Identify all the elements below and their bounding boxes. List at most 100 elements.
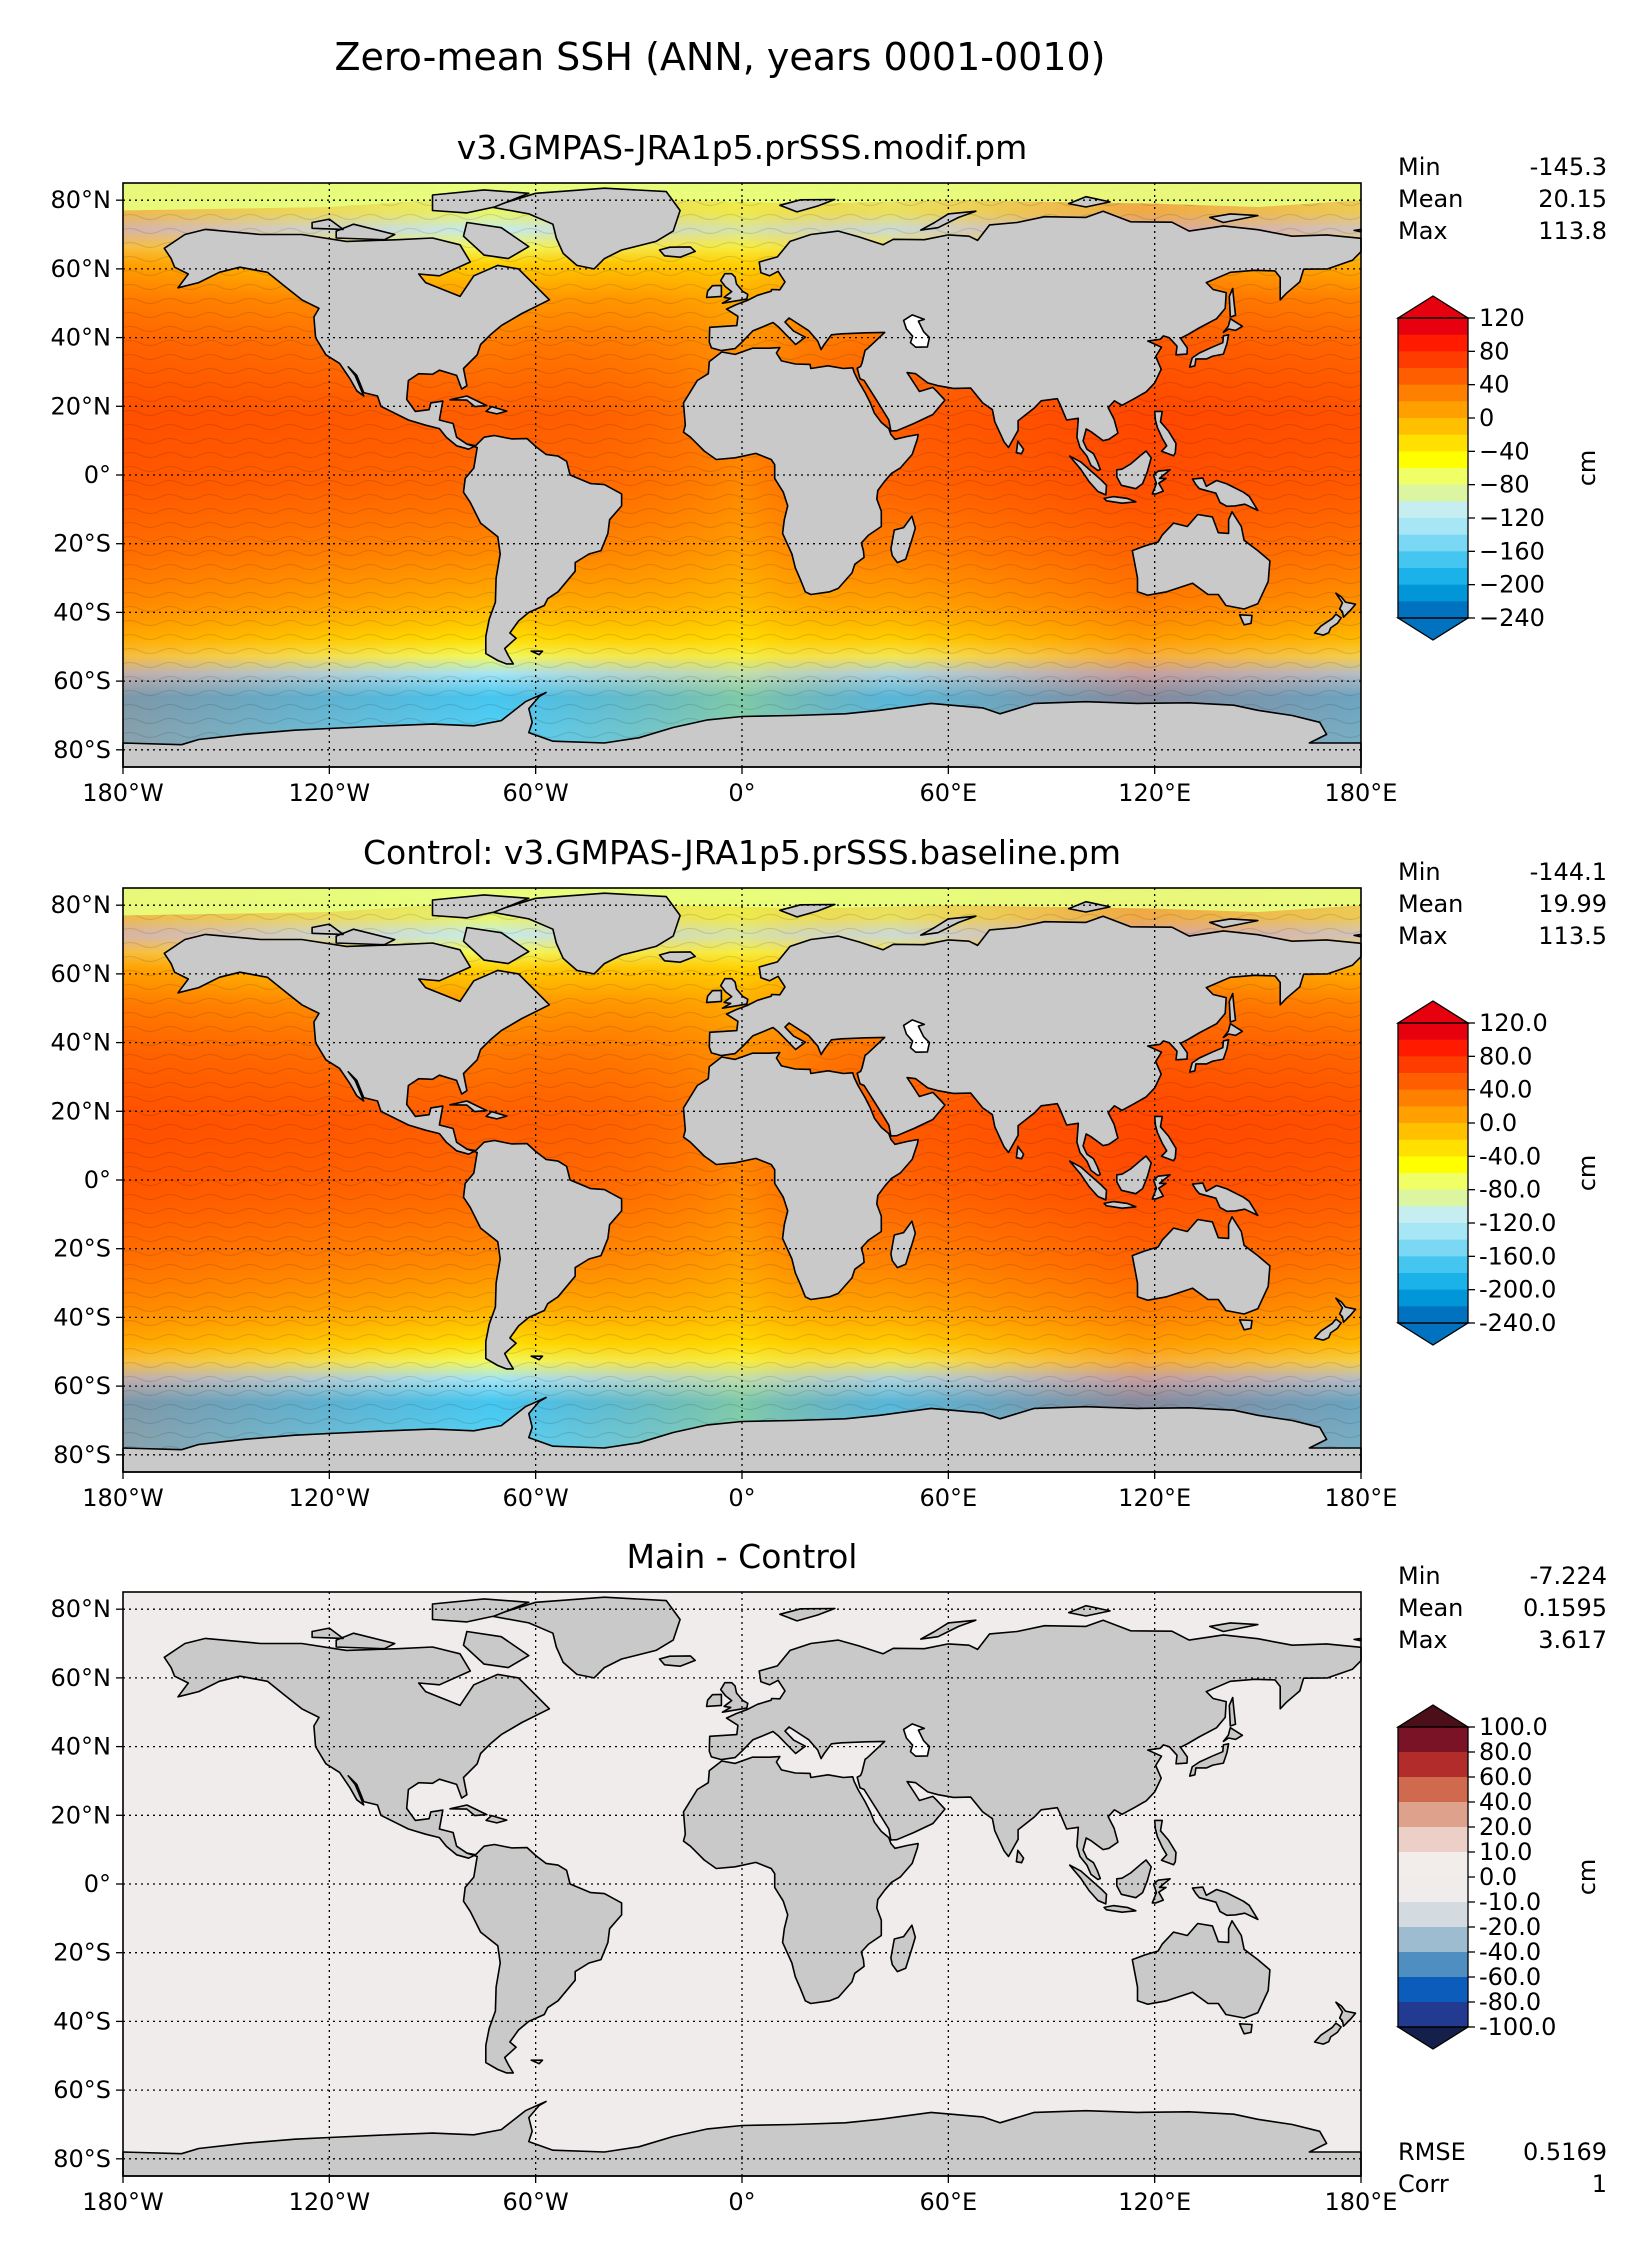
landmass-hispaniola <box>485 1110 508 1120</box>
y-tick-label: 60°N <box>51 960 112 988</box>
landmass-new-siberian-islands <box>1208 918 1259 929</box>
landmass-new-zealand-south <box>1313 2022 1342 2045</box>
colorbar-tick-label: 40 <box>1479 371 1510 399</box>
colorbar-segment <box>1398 334 1468 352</box>
landmass-africa <box>682 1051 919 1301</box>
landmass-victoria-island <box>335 223 396 241</box>
landmass-baffin <box>462 926 530 965</box>
landmass-new-zealand-north <box>1335 1297 1357 1323</box>
landmass-java <box>1103 1904 1137 1913</box>
colorbar-tick-label: 10.0 <box>1479 1838 1532 1866</box>
y-tick-label: 60°S <box>53 667 111 695</box>
landmass-madagascar <box>890 1924 917 1973</box>
colorbar-segment <box>1398 568 1468 586</box>
colorbar-segment <box>1398 584 1468 602</box>
y-tick-label: 40°S <box>53 1303 111 1331</box>
landmass-new-guinea <box>1191 1886 1259 1921</box>
colorbar-segment <box>1398 1223 1468 1241</box>
landmass-severnaya-zemlya <box>1067 900 1111 913</box>
colorbar-extend-max <box>1395 1000 1471 1024</box>
landmass-sumatra <box>1068 455 1108 496</box>
panel-title: Main - Control <box>627 1537 858 1576</box>
colorbar-segment <box>1398 601 1468 619</box>
colorbar-segment <box>1398 1073 1468 1091</box>
stat-label: Max <box>1398 1626 1448 1654</box>
landmass-philippines <box>1153 1115 1177 1162</box>
landmass-ellesmere <box>431 894 530 919</box>
x-tick-label: 60°E <box>919 779 977 807</box>
colorbar-segment <box>1398 1802 1468 1828</box>
figure-suptitle: Zero-mean SSH (ANN, years 0001-0010) <box>334 35 1105 79</box>
colorbar-extend-max <box>1395 295 1471 319</box>
panel-title: Control: v3.GMPAS-JRA1p5.prSSS.baseline.… <box>363 833 1121 872</box>
x-tick-label: 0° <box>728 779 755 807</box>
colorbar-segment <box>1398 1256 1468 1274</box>
colorbar-segment <box>1398 1952 1468 1978</box>
x-tick-label: 120°E <box>1118 2188 1191 2216</box>
landmass-tasmania <box>1238 1319 1253 1331</box>
landmass-victoria-island <box>335 928 396 946</box>
landmass-greenland <box>490 187 681 270</box>
landmass-japan <box>1188 1743 1230 1777</box>
landmass-eurasia <box>708 210 1362 472</box>
colorbar-segment <box>1398 1156 1468 1174</box>
colorbar-segment <box>1398 368 1468 386</box>
map-panel-2: Control: v3.GMPAS-JRA1p5.prSSS.baseline.… <box>51 833 1608 1512</box>
colorbar-tick-label: 0 <box>1479 404 1494 432</box>
stat-value: 1 <box>1592 2170 1607 2198</box>
colorbar-segment <box>1398 1877 1468 1903</box>
x-tick-label: 180°E <box>1325 2188 1398 2216</box>
stat-label: Min <box>1398 858 1441 886</box>
x-tick-label: 180°W <box>82 2188 164 2216</box>
stat-label: Corr <box>1398 2170 1449 2198</box>
y-tick-label: 40°N <box>51 1733 112 1761</box>
colorbar-segment <box>1398 1039 1468 1057</box>
y-tick-label: 80°S <box>53 736 111 764</box>
landmass-south-america <box>462 434 623 665</box>
landmass-caspian-sea <box>902 314 931 348</box>
stat-value: 0.5169 <box>1523 2138 1607 2166</box>
colorbar-tick-label: -20.0 <box>1479 1913 1541 1941</box>
landmass-philippines <box>1153 1819 1177 1866</box>
landmass-cuba <box>449 1804 488 1817</box>
colorbar-segment <box>1398 1977 1468 2003</box>
landmass-japan <box>1188 1039 1230 1073</box>
colorbar-segment <box>1398 318 1468 336</box>
colorbar-segment <box>1398 1239 1468 1257</box>
colorbar: 100.080.060.040.020.010.00.0-10.0-20.0-4… <box>1395 1704 1601 2050</box>
colorbar-segment <box>1398 1173 1468 1191</box>
landmass-ireland <box>705 284 723 299</box>
x-tick-label: 180°E <box>1325 1484 1398 1512</box>
landmass-north-america <box>163 933 551 1155</box>
x-tick-label: 120°E <box>1118 779 1191 807</box>
colorbar-tick-label: −200 <box>1479 571 1545 599</box>
landmass-new-siberian-islands <box>1208 213 1259 224</box>
colorbar-tick-label: -80.0 <box>1479 1176 1541 1204</box>
landmass-great-britain <box>719 1681 749 1713</box>
colorbar-label: cm <box>1573 1155 1601 1192</box>
colorbar-segment <box>1398 1927 1468 1953</box>
stat-label: Mean <box>1398 890 1463 918</box>
landmass-ellesmere <box>431 1598 530 1623</box>
colorbar-extend-min <box>1395 617 1471 641</box>
colorbar-segment <box>1398 451 1468 469</box>
landmass-south-america <box>462 1843 623 2074</box>
x-tick-label: 60°W <box>503 779 569 807</box>
landmass-hispaniola <box>485 1814 508 1824</box>
landmass-java <box>1103 495 1137 504</box>
colorbar-tick-label: 40.0 <box>1479 1076 1532 1104</box>
landmass-cuba <box>449 395 488 408</box>
y-tick-label: 80°S <box>53 2145 111 2173</box>
landmass-hokkaido <box>1222 317 1244 334</box>
landmass-borneo <box>1116 450 1152 490</box>
landmass-africa <box>682 1755 919 2005</box>
colorbar-segment <box>1398 1289 1468 1307</box>
landmass-sakhalin <box>1228 287 1237 318</box>
map-panel-3: Main - Control 180°W 120°W 60°W 0° 60°E 120°E 1… <box>51 1537 1608 2216</box>
landmass-caspian-sea <box>902 1019 931 1053</box>
colorbar-tick-label: -120.0 <box>1479 1209 1556 1237</box>
x-tick-label: 0° <box>728 2188 755 2216</box>
landmass-cuba <box>449 1100 488 1113</box>
landmass-severnaya-zemlya <box>1067 195 1111 208</box>
